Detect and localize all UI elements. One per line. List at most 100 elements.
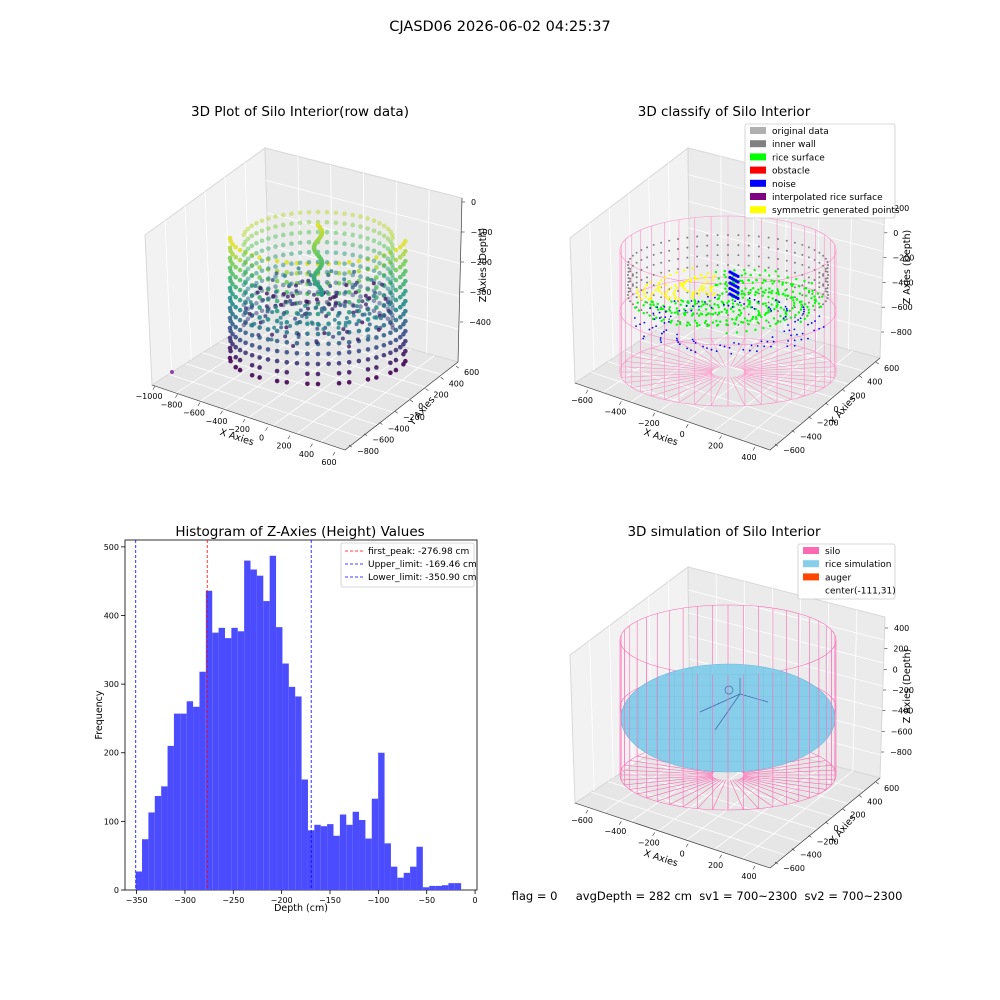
- point: [293, 316, 298, 321]
- surface-point: [659, 307, 663, 311]
- silo-spoke: [678, 376, 721, 403]
- point: [227, 235, 233, 241]
- point: [245, 316, 251, 322]
- surface-point: [784, 289, 787, 292]
- silo-spoke: [697, 779, 724, 809]
- point: [289, 241, 294, 246]
- surface-point: [746, 322, 750, 326]
- tick-mark: [685, 843, 689, 848]
- surface-point: [714, 311, 717, 315]
- noise-point: [643, 335, 645, 338]
- inner-wall-point: [827, 264, 829, 266]
- histogram-bar: [301, 779, 308, 890]
- histogram-bar: [199, 671, 206, 890]
- surface-point: [754, 328, 757, 332]
- surface-point: [643, 292, 646, 296]
- histogram-bar: [212, 632, 219, 890]
- tick-label: 400: [741, 872, 756, 881]
- legend-label: first_peak: -276.98 cm: [368, 547, 469, 557]
- surface-point: [753, 268, 756, 272]
- inner-wall-point: [660, 261, 663, 264]
- silo-spoke: [743, 373, 831, 383]
- inner-wall-point: [627, 287, 630, 290]
- point: [324, 289, 330, 295]
- noise-point: [736, 285, 740, 289]
- point: [274, 338, 280, 344]
- point: [257, 275, 262, 280]
- point: [249, 243, 255, 249]
- surface-point: [803, 302, 807, 306]
- noise-point: [814, 320, 816, 322]
- point: [273, 274, 278, 279]
- legend-label: silo: [825, 547, 841, 557]
- point: [342, 211, 347, 216]
- point: [343, 290, 348, 295]
- point: [297, 300, 303, 306]
- surface-point: [681, 283, 685, 287]
- point: [269, 337, 274, 342]
- surface-point: [771, 282, 774, 285]
- surface-point: [697, 292, 701, 296]
- surface-point: [688, 277, 692, 280]
- tick-mark: [719, 435, 722, 440]
- surface-point: [760, 315, 763, 319]
- grid-line: [741, 770, 854, 860]
- point: [346, 310, 352, 315]
- surface-point: [723, 273, 726, 276]
- inner-wall-point: [629, 300, 632, 303]
- point: [388, 370, 393, 376]
- silo-spoke: [651, 375, 717, 397]
- point: [274, 358, 280, 364]
- point: [365, 276, 370, 281]
- surface-point: [788, 309, 792, 313]
- surface-point: [669, 273, 672, 277]
- point: [369, 277, 374, 282]
- surface-point: [644, 295, 648, 299]
- histogram-bar: [250, 569, 257, 890]
- point: [233, 294, 239, 300]
- point: [397, 284, 403, 290]
- point: [243, 249, 248, 255]
- point: [356, 318, 362, 324]
- inner-wall-point: [737, 244, 740, 247]
- tick-label: 200: [893, 645, 908, 654]
- tick-label: −400: [604, 827, 626, 836]
- inner-wall-point: [824, 280, 827, 283]
- tick-mark: [348, 444, 352, 448]
- surface-point: [721, 292, 724, 295]
- surface-point: [719, 282, 722, 285]
- point: [227, 255, 233, 261]
- silo-spoke: [669, 779, 720, 805]
- point: [254, 300, 259, 306]
- inner-wall-point: [631, 274, 634, 277]
- tick-mark: [752, 865, 756, 870]
- surface-point: [739, 279, 742, 282]
- surface-point: [670, 311, 673, 314]
- point: [351, 303, 356, 308]
- point: [233, 304, 239, 310]
- surface-point: [768, 291, 772, 294]
- tick-mark: [220, 410, 223, 415]
- surface-point: [654, 288, 658, 292]
- point: [351, 310, 356, 315]
- silo-spoke: [742, 760, 827, 774]
- point: [243, 279, 248, 285]
- histogram-bar: [224, 638, 232, 890]
- inner-wall-point: [652, 263, 655, 266]
- grid-line: [268, 277, 459, 330]
- inner-wall-point: [801, 284, 804, 287]
- point: [342, 251, 347, 256]
- noise-point: [736, 291, 740, 295]
- inner-wall-point: [813, 269, 816, 271]
- surface-point: [756, 321, 759, 324]
- panel1-z-label: Z Axies (Depth): [478, 228, 489, 302]
- point: [288, 282, 293, 287]
- silo-spoke: [730, 780, 744, 810]
- noise-point: [802, 306, 805, 309]
- surface-point: [725, 332, 728, 335]
- tick-label: −100: [471, 228, 493, 237]
- surface-point: [704, 308, 708, 311]
- noise-point: [710, 348, 713, 351]
- surface-point: [683, 282, 687, 285]
